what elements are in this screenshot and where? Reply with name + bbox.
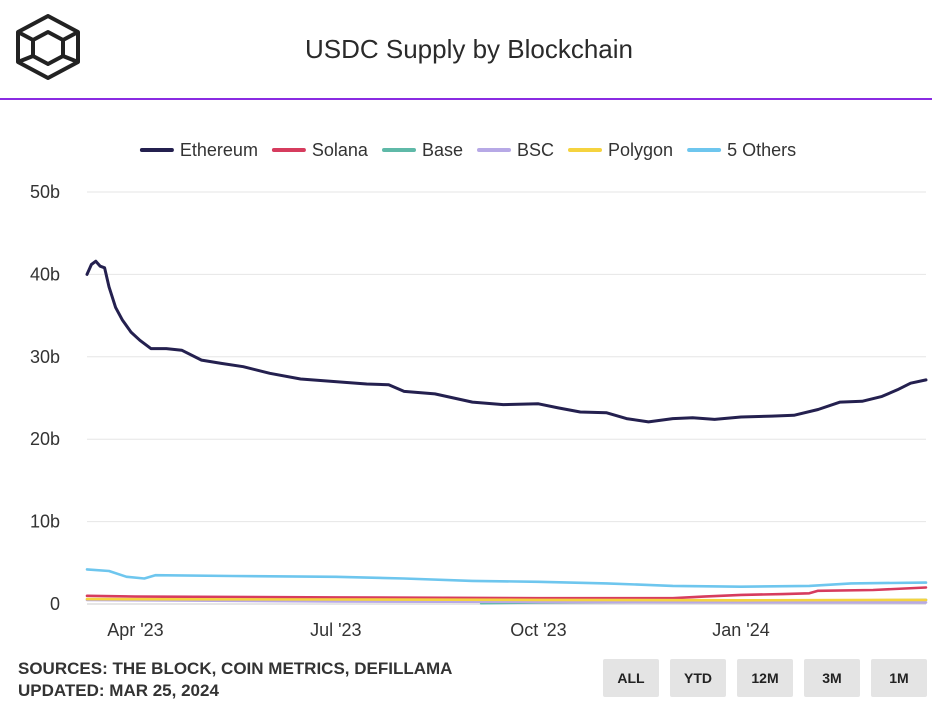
y-tick-label-50b: 50b xyxy=(30,182,60,202)
x-tick-label-oct-23: Oct '23 xyxy=(510,620,566,640)
the-block-logo-icon xyxy=(16,14,80,80)
chart-footer: SOURCES: THE BLOCK, COIN METRICS, DEFILL… xyxy=(18,658,452,702)
legend-label-solana: Solana xyxy=(312,140,369,160)
y-tick-label-30b: 30b xyxy=(30,347,60,367)
chart-gridlines xyxy=(87,191,926,605)
legend-label-base: Base xyxy=(422,140,463,160)
sources-note: SOURCES: THE BLOCK, COIN METRICS, DEFILL… xyxy=(18,659,453,678)
series-line-solana xyxy=(85,586,928,600)
legend-item-polygon[interactable]: Polygon xyxy=(568,140,673,160)
range-button-1m[interactable]: 1M xyxy=(871,659,927,697)
series-line-ethereum xyxy=(85,259,928,424)
page-title: USDC Supply by Blockchain xyxy=(304,34,634,64)
range-button-12m[interactable]: 12M xyxy=(737,659,793,697)
legend-label-ethereum: Ethereum xyxy=(180,140,258,160)
legend-item-base[interactable]: Base xyxy=(382,140,463,160)
x-axis-ticks: Apr '23 Jul '23 Oct '23 Jan '24 xyxy=(107,620,770,640)
y-axis-ticks: 0 10b 20b 30b 40b 50b xyxy=(30,182,60,614)
y-tick-label-0: 0 xyxy=(50,594,60,614)
range-button-all[interactable]: ALL xyxy=(603,659,659,697)
chart-series xyxy=(85,259,928,605)
legend-item-ethereum[interactable]: Ethereum xyxy=(139,140,258,160)
x-tick-label-jul-23: Jul '23 xyxy=(310,620,361,640)
chart-legend: Ethereum Solana Base BSC Polygon 5 Others xyxy=(139,140,796,160)
legend-label-bsc: BSC xyxy=(517,140,554,160)
usdc-supply-line-chart: Ethereum Solana Base BSC Polygon 5 Others 0 10… xyxy=(30,140,928,640)
legend-label-polygon: Polygon xyxy=(608,140,673,160)
legend-label-5-others: 5 Others xyxy=(727,140,796,160)
legend-item-solana[interactable]: Solana xyxy=(271,140,369,160)
series-line-bsc xyxy=(85,598,928,604)
updated-note: UPDATED: MAR 25, 2024 xyxy=(18,681,219,700)
y-tick-label-20b: 20b xyxy=(30,429,60,449)
range-selector: ALL YTD 12M 3M 1M xyxy=(603,659,927,697)
range-button-3m[interactable]: 3M xyxy=(804,659,860,697)
legend-item-bsc[interactable]: BSC xyxy=(477,140,554,160)
y-tick-label-40b: 40b xyxy=(30,264,60,284)
legend-item-5-others[interactable]: 5 Others xyxy=(687,140,796,160)
x-tick-label-apr-23: Apr '23 xyxy=(107,620,163,640)
range-button-ytd[interactable]: YTD xyxy=(670,659,726,697)
title-divider xyxy=(0,98,932,100)
series-line-5-others xyxy=(85,568,928,588)
y-tick-label-10b: 10b xyxy=(30,512,60,532)
x-tick-label-jan-24: Jan '24 xyxy=(712,620,769,640)
series-line-polygon xyxy=(85,597,928,602)
